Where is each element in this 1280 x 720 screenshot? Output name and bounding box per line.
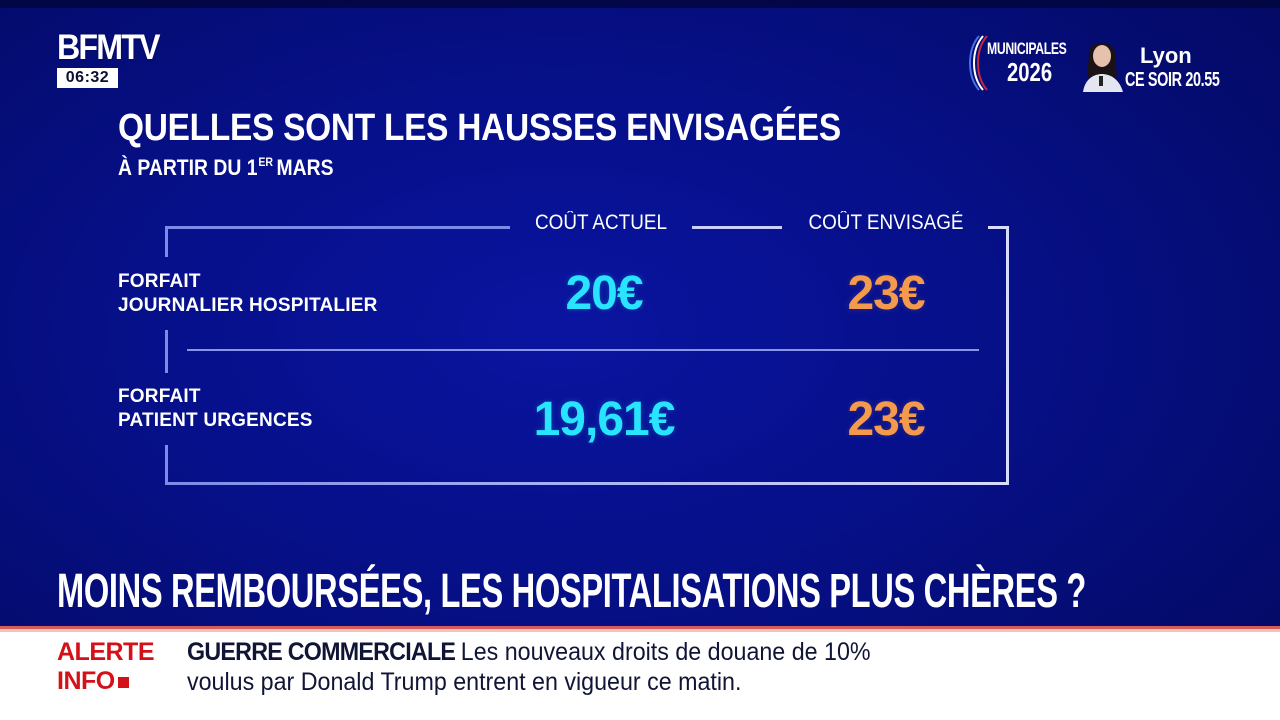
channel-logo: BFMTV <box>57 28 161 67</box>
planned-cost-hospital: 23€ <box>847 267 925 320</box>
promo-airtime: CE SOIR 20.55 <box>1125 69 1220 91</box>
top-band <box>0 0 1280 8</box>
news-ticker <box>0 632 1280 720</box>
frame-left-bottom <box>165 445 168 485</box>
promo-title: MUNICIPALES <box>987 39 1067 58</box>
row-label-line2: PATIENT URGENCES <box>118 410 313 431</box>
frame-top-right <box>988 226 1009 229</box>
subtitle-prefix: À PARTIR DU 1 <box>118 155 258 180</box>
alert-badge-line2: INFO <box>57 667 115 695</box>
current-cost-hospital: 20€ <box>565 267 643 320</box>
column-header-planned: COÛT ENVISAGÉ <box>808 211 964 234</box>
frame-bottom <box>165 482 1009 485</box>
clock: 06:32 <box>57 68 118 88</box>
frame-right <box>1006 226 1009 485</box>
column-header-current: COÛT ACTUEL <box>535 211 667 234</box>
row-label-line1: FORFAIT <box>118 386 201 407</box>
frame-left-middle <box>165 330 168 373</box>
graphic-subtitle: À PARTIR DU 1ER MARS <box>118 150 334 180</box>
graphic-title: QUELLES SONT LES HAUSSES ENVISAGÉES <box>118 107 841 149</box>
row-label-line1: FORFAIT <box>118 271 201 292</box>
ticker-text: GUERRE COMMERCIALE Les nouveaux droits de… <box>187 637 871 697</box>
tricolor-arc-icon <box>969 35 988 91</box>
ticker-line1: Les nouveaux droits de douane de 10% <box>460 638 871 666</box>
row-divider <box>187 349 979 351</box>
frame-top-left <box>165 226 510 229</box>
ticker-accent-pink <box>0 629 1280 632</box>
promo-city: Lyon <box>1140 43 1192 68</box>
current-cost-emergency: 19,61€ <box>533 393 676 446</box>
subtitle-ordinal: ER <box>258 155 274 169</box>
ticker-topic: GUERRE COMMERCIALE <box>187 638 456 666</box>
presenter-portrait-icon <box>1083 42 1123 92</box>
row-label-hospital: FORFAIT JOURNALIER HOSPITALIER <box>118 270 378 318</box>
ticker-line2: voulus par Donald Trump entrent en vigue… <box>187 668 742 696</box>
row-label-line2: JOURNALIER HOSPITALIER <box>118 295 378 316</box>
subtitle-suffix: MARS <box>276 155 334 180</box>
frame-left-top <box>165 226 168 257</box>
headline: MOINS REMBOURSÉES, LES HOSPITALISATIONS … <box>57 565 1086 618</box>
square-bullet-icon <box>117 677 129 688</box>
alert-info-badge: ALERTE INFO <box>57 638 155 696</box>
ticker-accent-red <box>0 626 1280 629</box>
alert-badge-line1: ALERTE <box>57 638 155 666</box>
frame-top-middle <box>692 226 782 229</box>
promo-year: 2026 <box>1007 57 1053 87</box>
planned-cost-emergency: 23€ <box>847 393 925 446</box>
municipales-promo: MUNICIPALES 2026 Lyon CE SOIR 20.55 <box>965 32 1235 94</box>
row-label-emergency: FORFAIT PATIENT URGENCES <box>118 385 313 433</box>
